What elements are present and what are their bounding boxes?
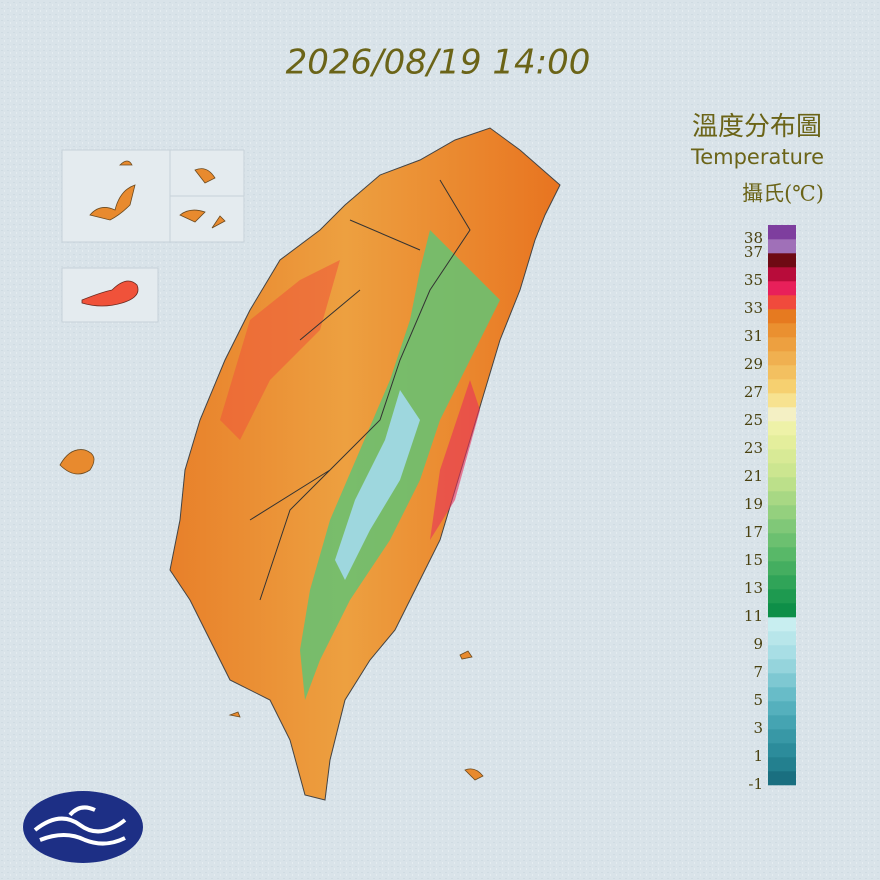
color-swatch <box>768 771 796 786</box>
color-swatch <box>768 379 796 394</box>
color-swatch <box>768 561 796 576</box>
legend-title: 溫度分布圖 <box>692 112 822 142</box>
color-swatch <box>768 281 796 296</box>
color-swatch <box>768 239 796 254</box>
color-swatch <box>768 253 796 268</box>
color-swatch <box>768 365 796 380</box>
color-swatch <box>768 533 796 548</box>
legend-tick-label: 27 <box>744 383 763 401</box>
legend-tick-label: 9 <box>753 635 763 653</box>
legend-tick-label: 19 <box>744 495 763 513</box>
color-swatch <box>768 463 796 478</box>
color-swatch <box>768 267 796 282</box>
legend-tick-label: 21 <box>744 467 763 485</box>
legend-unit: 攝氏(℃) <box>742 182 824 206</box>
color-swatch <box>768 407 796 422</box>
legend-tick-label: 7 <box>753 663 763 681</box>
color-swatch <box>768 715 796 730</box>
legend-subtitle: Temperature <box>690 145 824 169</box>
legend-tick-label: 38 <box>744 229 763 247</box>
logo <box>23 791 143 863</box>
taiwan <box>169 127 561 801</box>
legend-tick-label: 33 <box>744 299 763 317</box>
color-swatch <box>768 589 796 604</box>
color-swatch <box>768 617 796 632</box>
legend-tick-label: 11 <box>744 607 763 625</box>
legend-tick-label: -1 <box>748 775 763 793</box>
legend-tick-label: 35 <box>744 271 763 289</box>
color-swatch <box>768 743 796 758</box>
inset-islands <box>59 149 484 781</box>
color-swatch <box>768 505 796 520</box>
legend-tick-label: 29 <box>744 355 763 373</box>
legend-tick-label: 31 <box>744 327 763 345</box>
legend-tick-label: 1 <box>753 747 763 765</box>
legend-tick-label: 3 <box>753 719 763 737</box>
color-swatch <box>768 477 796 492</box>
timestamp: 2026/08/19 14:00 <box>286 43 591 83</box>
color-swatch <box>768 449 796 464</box>
legend-tick-label: 23 <box>744 439 763 457</box>
color-swatch <box>768 547 796 562</box>
color-swatch <box>768 393 796 408</box>
color-swatch <box>768 631 796 646</box>
color-swatch <box>768 421 796 436</box>
color-swatch <box>768 323 796 338</box>
color-swatch <box>768 351 796 366</box>
color-swatch <box>768 673 796 688</box>
color-swatch <box>768 757 796 772</box>
legend-tick-label: 13 <box>744 579 763 597</box>
color-swatch <box>768 687 796 702</box>
color-swatch <box>768 659 796 674</box>
legend-tick-label: 37 <box>744 243 763 261</box>
legend-tick-label: 15 <box>744 551 763 569</box>
color-swatch <box>768 337 796 352</box>
color-swatch <box>768 645 796 660</box>
legend-tick-label: 25 <box>744 411 763 429</box>
color-swatch <box>768 225 796 240</box>
legend-tick-label: 5 <box>753 691 763 709</box>
color-swatch <box>768 575 796 590</box>
color-swatch <box>768 729 796 744</box>
color-swatch <box>768 295 796 310</box>
legend-tick-label: 17 <box>744 523 763 541</box>
color-swatch <box>768 435 796 450</box>
color-swatch <box>768 603 796 618</box>
color-swatch <box>768 491 796 506</box>
color-swatch <box>768 701 796 716</box>
color-swatch <box>768 309 796 324</box>
color-swatch <box>768 519 796 534</box>
